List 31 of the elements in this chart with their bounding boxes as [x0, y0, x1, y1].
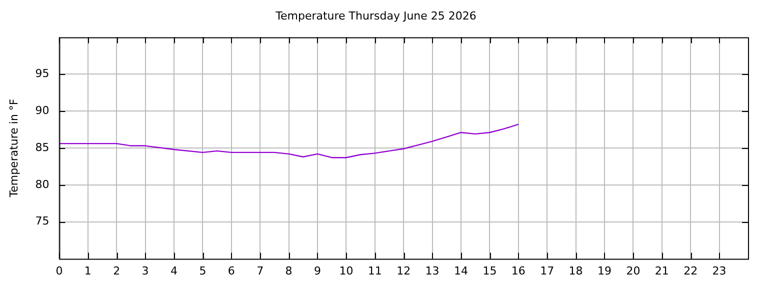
- y-tick-label: 85: [35, 140, 50, 154]
- chart-title: Temperature Thursday June 25 2026: [274, 9, 476, 22]
- x-tick-label: 7: [256, 264, 264, 278]
- x-tick-label: 5: [199, 264, 206, 278]
- x-tick-label: 2: [113, 264, 120, 278]
- x-tick-label: 6: [228, 264, 235, 278]
- x-tick-label: 0: [56, 264, 63, 278]
- x-tick-label: 22: [684, 264, 698, 278]
- x-tick-label: 8: [285, 264, 292, 278]
- x-tick-label: 1: [84, 264, 92, 278]
- x-tick-label: 4: [170, 264, 178, 278]
- x-tick-label: 17: [540, 264, 554, 278]
- y-tick-label: 80: [35, 178, 50, 191]
- x-tick-label: 16: [511, 264, 526, 278]
- x-tick-label: 19: [598, 264, 612, 278]
- x-tick-label: 3: [142, 264, 149, 278]
- x-tick-label: 21: [654, 264, 669, 278]
- y-tick-label: 95: [35, 66, 50, 80]
- x-tick-label: 9: [314, 264, 321, 278]
- x-tick-label: 20: [626, 264, 640, 278]
- x-tick-label: 11: [368, 264, 382, 278]
- x-tick-label: 12: [396, 264, 411, 278]
- x-tick-label: 10: [339, 264, 354, 278]
- x-tick-label: 13: [425, 264, 440, 278]
- y-tick-label: 75: [35, 214, 50, 228]
- x-tick-label: 15: [482, 264, 497, 278]
- y-axis-title: Temperature in °F: [7, 98, 20, 198]
- x-tick-label: 14: [454, 264, 468, 278]
- y-tick-label: 90: [35, 104, 50, 117]
- x-tick-label: 18: [568, 264, 583, 278]
- x-tick-label: 23: [712, 264, 726, 278]
